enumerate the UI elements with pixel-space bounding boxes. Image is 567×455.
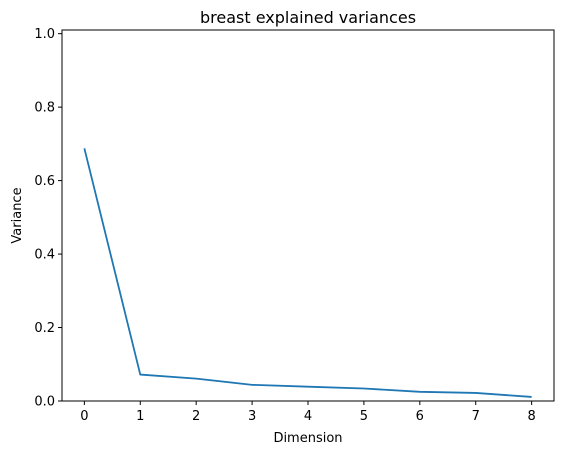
x-tick-label: 2 (192, 409, 200, 424)
x-axis-label: Dimension (273, 431, 342, 446)
y-tick-label: 0.0 (34, 395, 55, 410)
series-group (83, 148, 532, 398)
y-tick-label: 0.6 (34, 174, 55, 189)
x-tick-label: 3 (248, 409, 256, 424)
x-tick-label: 8 (527, 409, 535, 424)
x-tick-label: 1 (136, 409, 144, 424)
axis-ticks: 0 1 2 3 4 5 6 7 8 0.0 0.2 0.4 0.6 0.8 1.0 (34, 27, 535, 424)
y-tick-label: 0.8 (34, 101, 55, 116)
y-tick-label: 0.4 (34, 248, 55, 263)
y-axis-label: Variance (10, 187, 25, 243)
y-tick-label: 1.0 (34, 27, 55, 42)
x-tick-label: 7 (472, 409, 480, 424)
series-line (83, 148, 532, 398)
plot-frame (61, 29, 555, 402)
x-tick-label: 0 (80, 409, 88, 424)
chart-title: breast explained variances (200, 8, 416, 27)
x-tick-label: 6 (416, 409, 424, 424)
y-tick-label: 0.2 (34, 321, 55, 336)
x-tick-label: 5 (360, 409, 368, 424)
x-tick-label: 4 (304, 409, 312, 424)
